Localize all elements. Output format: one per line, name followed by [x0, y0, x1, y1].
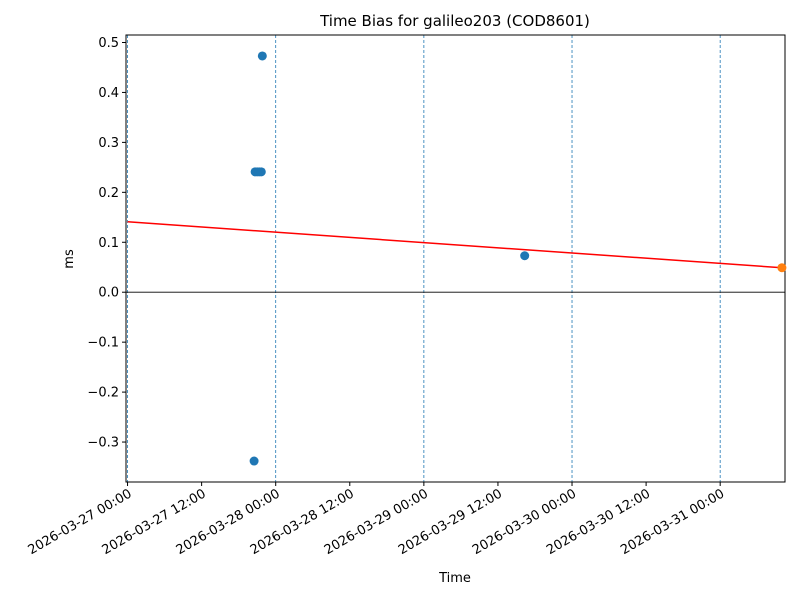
y-tick-label: −0.2 [87, 386, 119, 401]
y-axis-label: ms [62, 249, 77, 269]
data-point [520, 251, 530, 261]
y-tick-label: −0.1 [87, 336, 119, 351]
data-point [249, 456, 259, 466]
data-point [777, 263, 787, 273]
data-point [256, 167, 266, 177]
y-tick-label: 0.4 [98, 86, 119, 101]
plot-frame [125, 34, 786, 483]
y-tick-label: 0.2 [98, 186, 119, 201]
fit-line [127, 221, 782, 269]
y-tick-label: −0.3 [87, 436, 119, 451]
y-tick-label: 0.3 [98, 136, 119, 151]
y-tick-label: 0.1 [98, 236, 119, 251]
y-tick-label: 0.0 [98, 286, 119, 301]
x-axis-label: Time [438, 571, 471, 586]
chart-title: Time Bias for galileo203 (COD8601) [319, 12, 590, 30]
data-point [257, 51, 267, 61]
y-tick-label: 0.5 [98, 36, 119, 51]
